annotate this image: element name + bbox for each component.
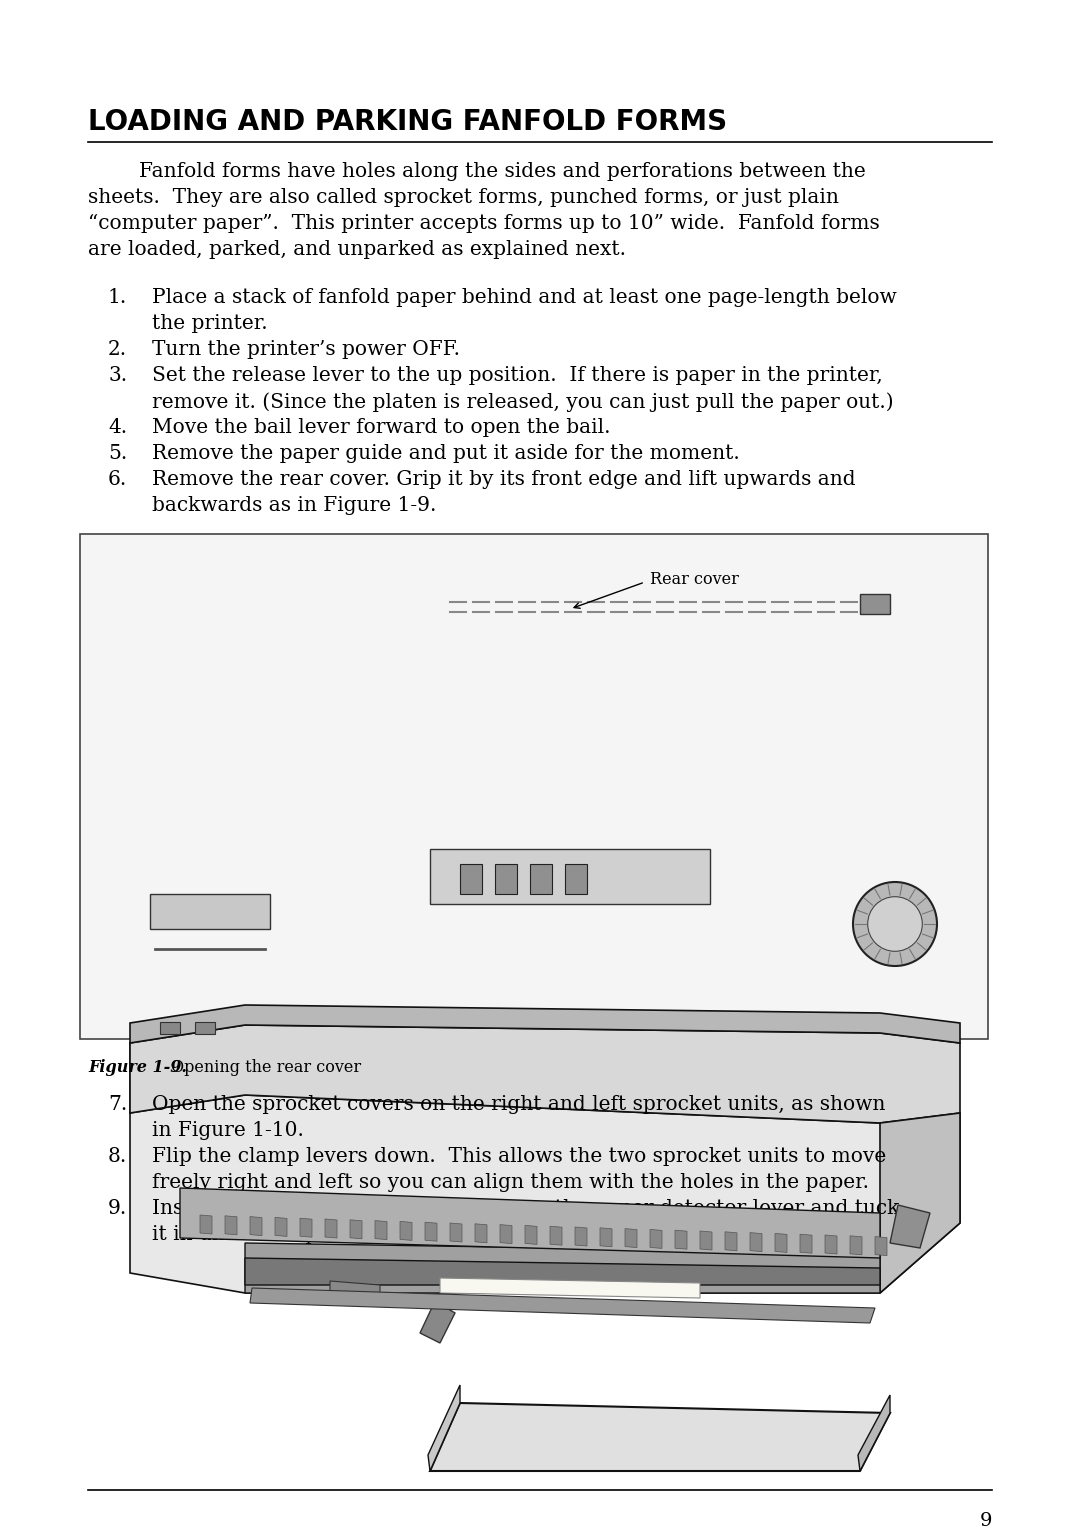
Polygon shape xyxy=(675,1229,687,1249)
Text: 6.: 6. xyxy=(108,471,127,489)
Text: Flip the clamp levers down.  This allows the two sprocket units to move: Flip the clamp levers down. This allows … xyxy=(152,1147,887,1167)
Bar xyxy=(80,533,988,1039)
Text: Opening the rear cover: Opening the rear cover xyxy=(166,1059,361,1076)
Text: it in under the platen.: it in under the platen. xyxy=(152,1225,376,1243)
Text: Open the sprocket covers on the right and left sprocket units, as shown: Open the sprocket covers on the right an… xyxy=(152,1095,886,1114)
Text: Insert the front edge of the paper over the paper detector lever and tuck: Insert the front edge of the paper over … xyxy=(152,1199,900,1219)
Polygon shape xyxy=(300,1219,312,1237)
Text: 2.: 2. xyxy=(108,340,127,359)
Polygon shape xyxy=(428,1384,460,1472)
Polygon shape xyxy=(858,1395,890,1472)
Polygon shape xyxy=(525,1225,537,1245)
Text: LOADING AND PARKING FANFOLD FORMS: LOADING AND PARKING FANFOLD FORMS xyxy=(87,107,727,136)
Bar xyxy=(565,865,588,894)
Polygon shape xyxy=(800,1234,812,1252)
Polygon shape xyxy=(725,1233,737,1251)
Polygon shape xyxy=(130,1095,960,1292)
Polygon shape xyxy=(225,1216,237,1234)
Polygon shape xyxy=(550,1226,562,1245)
Polygon shape xyxy=(825,1236,837,1254)
Polygon shape xyxy=(875,1237,887,1256)
Bar xyxy=(430,849,710,904)
Text: Place a stack of fanfold paper behind and at least one page-length below: Place a stack of fanfold paper behind an… xyxy=(152,288,896,307)
Text: Rear cover: Rear cover xyxy=(650,570,739,587)
Polygon shape xyxy=(880,1113,960,1292)
Polygon shape xyxy=(200,1216,212,1234)
Text: 9: 9 xyxy=(980,1512,993,1530)
Polygon shape xyxy=(330,1282,380,1302)
Polygon shape xyxy=(450,1223,462,1242)
Polygon shape xyxy=(475,1223,487,1243)
Text: Set the release lever to the up position.  If there is paper in the printer,: Set the release lever to the up position… xyxy=(152,366,882,385)
Text: the printer.: the printer. xyxy=(152,314,268,333)
Text: Turn the printer’s power OFF.: Turn the printer’s power OFF. xyxy=(152,340,460,359)
Text: freely right and left so you can align them with the holes in the paper.: freely right and left so you can align t… xyxy=(152,1173,869,1193)
Text: in Figure 1-10.: in Figure 1-10. xyxy=(152,1121,303,1141)
Polygon shape xyxy=(245,1243,880,1292)
Bar xyxy=(160,1023,180,1033)
Polygon shape xyxy=(245,1259,880,1285)
Polygon shape xyxy=(426,1222,437,1242)
Polygon shape xyxy=(440,1279,700,1298)
Polygon shape xyxy=(420,1302,455,1343)
Bar xyxy=(530,865,552,894)
Text: Remove the paper guide and put it aside for the moment.: Remove the paper guide and put it aside … xyxy=(152,445,740,463)
Text: Move the bail lever forward to open the bail.: Move the bail lever forward to open the … xyxy=(152,419,610,437)
Circle shape xyxy=(853,881,937,966)
Bar xyxy=(860,593,890,615)
Text: 1.: 1. xyxy=(108,288,127,307)
Text: 4.: 4. xyxy=(108,419,127,437)
Polygon shape xyxy=(130,1006,960,1042)
Circle shape xyxy=(867,897,922,952)
Text: “computer paper”.  This printer accepts forms up to 10” wide.  Fanfold forms: “computer paper”. This printer accepts f… xyxy=(87,215,880,233)
Polygon shape xyxy=(325,1219,337,1239)
Polygon shape xyxy=(575,1226,588,1246)
Polygon shape xyxy=(650,1229,662,1248)
Text: are loaded, parked, and unparked as explained next.: are loaded, parked, and unparked as expl… xyxy=(87,241,626,259)
Text: 9.: 9. xyxy=(108,1199,127,1219)
Polygon shape xyxy=(890,1205,930,1248)
Polygon shape xyxy=(350,1220,362,1239)
Polygon shape xyxy=(400,1222,411,1240)
Polygon shape xyxy=(430,1403,890,1472)
Text: 7.: 7. xyxy=(108,1095,127,1114)
Text: 8.: 8. xyxy=(108,1147,127,1167)
Text: Figure 1-9.: Figure 1-9. xyxy=(87,1059,187,1076)
Polygon shape xyxy=(249,1217,262,1236)
Polygon shape xyxy=(249,1288,875,1323)
Text: 5.: 5. xyxy=(108,445,127,463)
Bar xyxy=(460,865,482,894)
Polygon shape xyxy=(750,1233,762,1251)
Text: Fanfold forms have holes along the sides and perforations between the: Fanfold forms have holes along the sides… xyxy=(87,162,866,181)
Polygon shape xyxy=(775,1234,787,1252)
Polygon shape xyxy=(375,1220,387,1240)
Bar xyxy=(495,865,517,894)
Text: Remove the rear cover. Grip it by its front edge and lift upwards and: Remove the rear cover. Grip it by its fr… xyxy=(152,471,855,489)
Text: remove it. (Since the platen is released, you can just pull the paper out.): remove it. (Since the platen is released… xyxy=(152,392,893,412)
Polygon shape xyxy=(180,1188,880,1259)
Polygon shape xyxy=(850,1236,862,1256)
Text: backwards as in Figure 1-9.: backwards as in Figure 1-9. xyxy=(152,497,436,515)
Polygon shape xyxy=(130,1026,960,1124)
Polygon shape xyxy=(275,1217,287,1237)
Polygon shape xyxy=(625,1228,637,1248)
Bar xyxy=(195,1023,215,1033)
Polygon shape xyxy=(600,1228,612,1246)
Text: 3.: 3. xyxy=(108,366,127,385)
Polygon shape xyxy=(700,1231,712,1249)
Text: sheets.  They are also called sprocket forms, punched forms, or just plain: sheets. They are also called sprocket fo… xyxy=(87,189,839,207)
Polygon shape xyxy=(130,1026,245,1113)
Polygon shape xyxy=(500,1225,512,1243)
Bar xyxy=(150,894,270,929)
